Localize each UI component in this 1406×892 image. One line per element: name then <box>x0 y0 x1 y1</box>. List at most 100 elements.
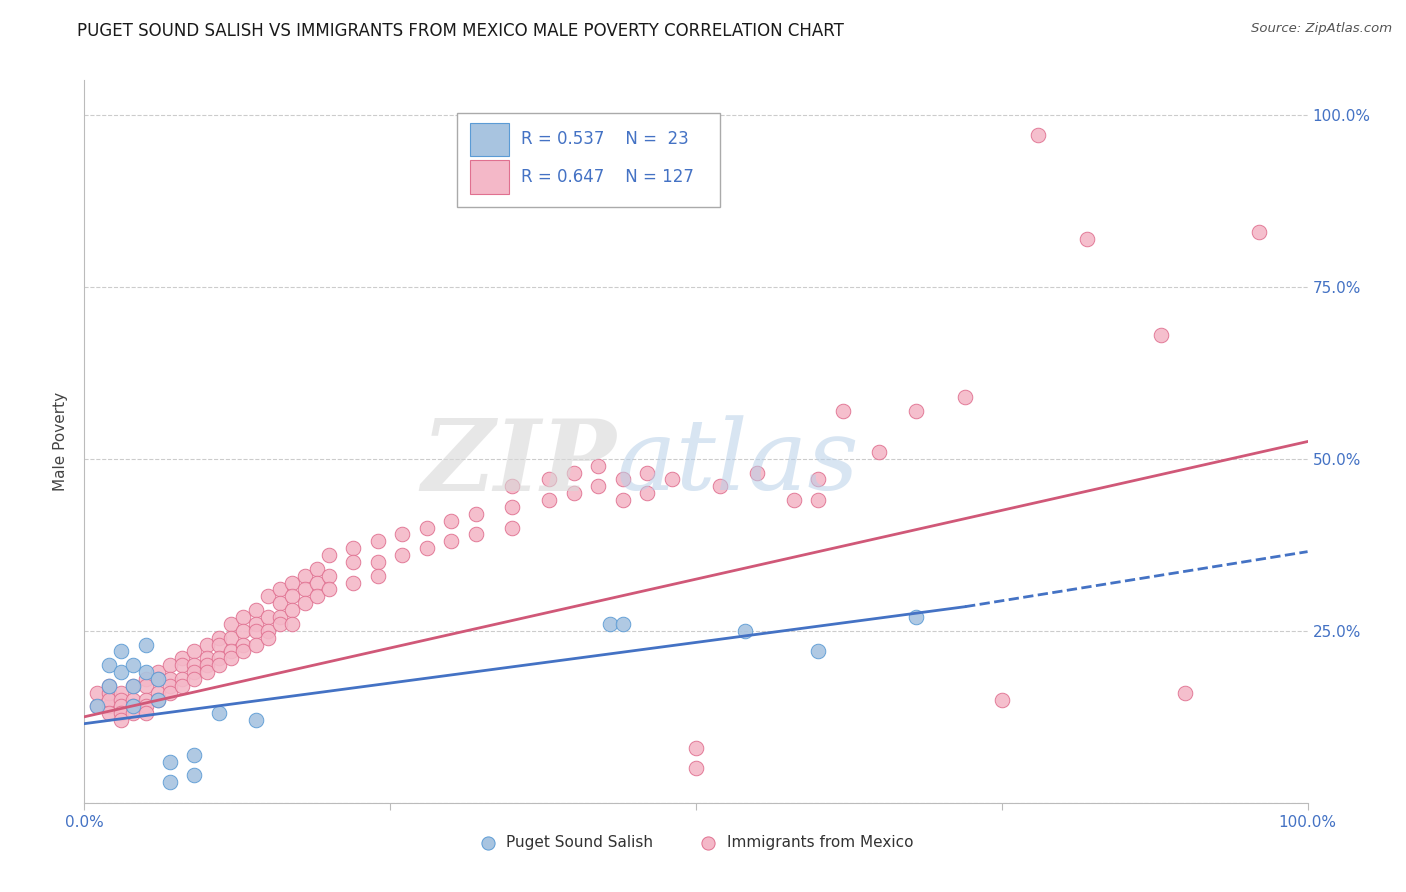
Point <box>269 596 291 610</box>
Point <box>245 713 267 727</box>
Point <box>219 631 242 645</box>
Point <box>538 472 561 486</box>
Point <box>367 555 389 569</box>
Point <box>636 486 658 500</box>
Text: Puget Sound Salish: Puget Sound Salish <box>506 835 654 850</box>
Point <box>146 665 169 679</box>
Point <box>86 686 108 700</box>
Point <box>636 466 658 480</box>
Point <box>195 658 218 673</box>
Point <box>502 479 524 493</box>
Point <box>183 747 205 762</box>
Text: Source: ZipAtlas.com: Source: ZipAtlas.com <box>1251 22 1392 36</box>
Point <box>135 638 157 652</box>
Point <box>159 755 181 769</box>
Point <box>281 575 304 590</box>
FancyBboxPatch shape <box>457 112 720 207</box>
Text: atlas: atlas <box>616 416 859 511</box>
Point <box>110 686 132 700</box>
Point <box>294 582 316 597</box>
Point <box>562 486 585 500</box>
FancyBboxPatch shape <box>470 161 509 194</box>
Point <box>146 692 169 706</box>
Point <box>269 616 291 631</box>
Point <box>661 472 683 486</box>
Point <box>122 692 145 706</box>
Point <box>122 699 145 714</box>
Point <box>612 472 634 486</box>
Point <box>747 466 769 480</box>
Point <box>1150 327 1173 342</box>
Point <box>294 596 316 610</box>
Point <box>281 590 304 604</box>
Point <box>208 651 231 665</box>
Point <box>318 568 340 582</box>
Point <box>416 541 439 556</box>
Point <box>294 568 316 582</box>
Point <box>367 534 389 549</box>
Point <box>991 692 1014 706</box>
Point <box>159 775 181 789</box>
Point <box>257 610 280 624</box>
Point <box>122 706 145 721</box>
Point <box>146 672 169 686</box>
Point <box>208 658 231 673</box>
Point <box>391 527 413 541</box>
Point <box>305 590 328 604</box>
Point <box>232 644 254 658</box>
Point <box>208 631 231 645</box>
Point <box>697 833 720 847</box>
Point <box>183 658 205 673</box>
Point <box>219 651 242 665</box>
Point <box>97 692 120 706</box>
Point <box>122 679 145 693</box>
Text: R = 0.537    N =  23: R = 0.537 N = 23 <box>522 130 689 148</box>
Point <box>905 403 928 417</box>
Point <box>440 514 463 528</box>
Point <box>146 692 169 706</box>
Point <box>1174 686 1197 700</box>
Point <box>586 479 609 493</box>
Point <box>305 575 328 590</box>
Point <box>685 740 707 755</box>
Point <box>135 692 157 706</box>
Text: PUGET SOUND SALISH VS IMMIGRANTS FROM MEXICO MALE POVERTY CORRELATION CHART: PUGET SOUND SALISH VS IMMIGRANTS FROM ME… <box>77 22 844 40</box>
Point <box>159 679 181 693</box>
Point <box>831 403 853 417</box>
Point <box>281 603 304 617</box>
Point <box>146 672 169 686</box>
Point <box>502 520 524 534</box>
Point <box>135 699 157 714</box>
Point <box>257 590 280 604</box>
Point <box>86 699 108 714</box>
Point <box>110 692 132 706</box>
Point <box>342 575 364 590</box>
Point <box>219 616 242 631</box>
Point <box>110 699 132 714</box>
Point <box>502 500 524 514</box>
Point <box>110 706 132 721</box>
Point <box>159 658 181 673</box>
Point <box>122 658 145 673</box>
Point <box>172 672 194 686</box>
Point <box>183 768 205 782</box>
Point <box>172 679 194 693</box>
Point <box>318 548 340 562</box>
Point <box>562 466 585 480</box>
Point <box>538 493 561 508</box>
Point <box>135 672 157 686</box>
Point <box>135 706 157 721</box>
Point <box>232 610 254 624</box>
Point <box>110 713 132 727</box>
Point <box>416 520 439 534</box>
Point <box>905 610 928 624</box>
Point <box>464 527 486 541</box>
Point <box>342 555 364 569</box>
Point <box>269 610 291 624</box>
Point <box>159 672 181 686</box>
Point <box>318 582 340 597</box>
Point <box>219 644 242 658</box>
Point <box>172 658 194 673</box>
Point <box>807 493 830 508</box>
Point <box>110 665 132 679</box>
